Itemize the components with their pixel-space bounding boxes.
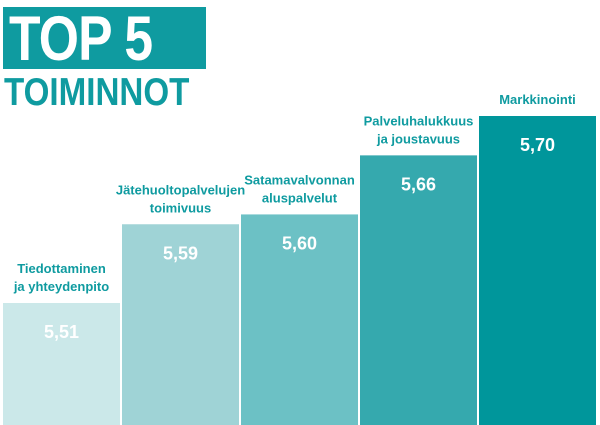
bar-value-label: 5,70: [520, 135, 555, 155]
bar-group: 5,66 Palveluhalukkuus ja joustavuus: [360, 113, 477, 425]
category-label: Jätehuoltopalvelujen toimivuus: [116, 182, 245, 215]
category-label-line: Jätehuoltopalvelujen: [116, 182, 245, 197]
category-label-line: Satamavalvonnan: [244, 172, 355, 187]
bar: [241, 214, 358, 425]
chart-subtitle: TOIMINNOT: [4, 71, 190, 114]
bar-value-label: 5,51: [44, 322, 79, 342]
bar-group: 5,70 Markkinointi: [479, 92, 596, 425]
bar-group: 5,60 Satamavalvonnan aluspalvelut: [241, 172, 358, 425]
category-label: Satamavalvonnan aluspalvelut: [244, 172, 355, 205]
category-label-line: ja joustavuus: [376, 131, 460, 146]
bar-value-label: 5,66: [401, 174, 436, 194]
bar: [360, 155, 477, 425]
bar-group: 5,51 Tiedottaminen ja yhteydenpito: [3, 261, 120, 425]
category-label: Markkinointi: [499, 92, 576, 107]
category-label-line: Palveluhalukkuus: [364, 113, 474, 128]
bar-value-label: 5,60: [282, 233, 317, 253]
category-label: Palveluhalukkuus ja joustavuus: [364, 113, 474, 146]
bar: [122, 224, 239, 425]
category-label-line: toimivuus: [150, 200, 211, 215]
bar-value-label: 5,59: [163, 243, 198, 263]
category-label: Tiedottaminen ja yhteydenpito: [13, 261, 109, 294]
bar-group: 5,59 Jätehuoltopalvelujen toimivuus: [116, 182, 245, 425]
category-label-line: aluspalvelut: [262, 190, 338, 205]
chart-title: TOP 5: [9, 4, 153, 74]
category-label-line: ja yhteydenpito: [13, 279, 109, 294]
bar: [479, 116, 596, 425]
title-banner: TOP 5: [3, 4, 206, 74]
category-label-line: Tiedottaminen: [17, 261, 106, 276]
category-label-line: Markkinointi: [499, 92, 576, 107]
bar: [3, 303, 120, 425]
